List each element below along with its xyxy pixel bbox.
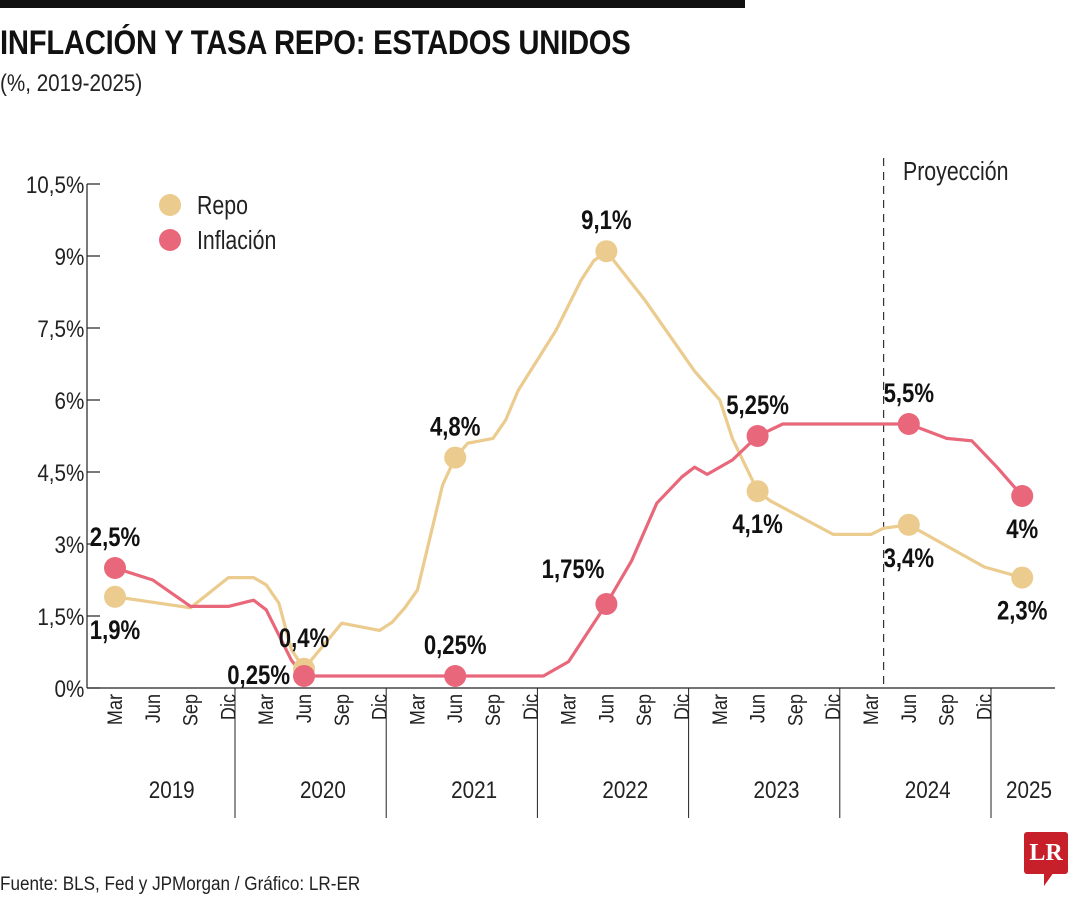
data-label: 4,8% (430, 413, 480, 443)
top-bar (0, 0, 745, 8)
data-marker-repo (746, 480, 769, 503)
series-line-inflacion (114, 422, 1024, 678)
year-label: 2025 (1006, 777, 1052, 804)
month-label: Mar (255, 694, 279, 726)
month-label: Sep (935, 694, 959, 726)
legend-label: Inflación (197, 226, 276, 256)
data-marker-inflacion (104, 557, 126, 579)
data-label: 3,4% (884, 544, 934, 574)
data-marker-inflacion (293, 665, 315, 687)
month-label: Jun (293, 694, 317, 723)
data-marker-inflacion (444, 665, 467, 687)
data-marker-repo (444, 446, 467, 469)
data-label: 1,9% (90, 616, 140, 646)
data-marker-repo (1011, 566, 1034, 589)
month-label: Jun (746, 694, 770, 723)
data-label: 4% (1006, 515, 1038, 545)
data-label: 9,1% (581, 206, 631, 236)
data-marker-repo (897, 513, 920, 536)
month-label: Sep (331, 694, 355, 726)
month-label: Dic (973, 694, 997, 720)
data-label: 2,5% (90, 523, 140, 553)
data-marker-inflacion (1011, 485, 1034, 507)
data-label: 4,1% (732, 510, 782, 540)
y-tick-label: 7,5% (37, 316, 84, 343)
year-label: 2023 (754, 777, 800, 804)
data-label: 5,5% (884, 379, 934, 409)
data-label: 1,75% (542, 555, 605, 585)
series-line-repo (114, 249, 1023, 671)
legend-marker-inflacion (159, 229, 181, 251)
year-label: 2024 (905, 777, 951, 804)
data-label: 0,25% (424, 631, 487, 661)
month-label: Mar (406, 694, 430, 726)
month-label: Dic (671, 694, 695, 720)
year-label: 2022 (602, 777, 648, 804)
data-label: 5,25% (726, 391, 789, 421)
month-label: Jun (142, 694, 166, 723)
y-tick-label: 9% (55, 244, 85, 271)
month-label: Dic (217, 694, 241, 720)
month-label: Mar (709, 694, 733, 726)
month-label: Sep (633, 694, 657, 726)
month-label: Dic (822, 694, 846, 720)
month-label: Sep (784, 694, 808, 726)
y-tick-label: 10,5% (26, 172, 85, 199)
y-tick-label: 6% (55, 388, 85, 415)
data-label: 2,3% (997, 597, 1047, 627)
month-label: Sep (179, 694, 203, 726)
y-tick-label: 4,5% (37, 460, 84, 487)
projection-label: Proyección (903, 157, 1008, 187)
year-label: 2021 (451, 777, 497, 804)
chart-title: INFLACIÓN Y TASA REPO: ESTADOS UNIDOS (0, 24, 631, 62)
month-label: Sep (482, 694, 506, 726)
month-label: Mar (860, 694, 884, 726)
month-label: Jun (444, 694, 468, 723)
data-marker-inflacion (746, 425, 769, 447)
year-label: 2020 (300, 777, 346, 804)
data-marker-inflacion (595, 593, 618, 615)
data-label: 0,25% (227, 661, 290, 691)
source-note: Fuente: BLS, Fed y JPMorgan / Gráfico: L… (0, 874, 361, 895)
month-label: Jun (595, 694, 619, 723)
legend-marker-repo (159, 194, 181, 216)
legend-label: Repo (197, 191, 248, 221)
y-tick-label: 1,5% (37, 604, 84, 631)
y-tick-label: 3% (55, 532, 85, 559)
data-marker-repo (595, 240, 618, 263)
month-label: Mar (557, 694, 581, 726)
data-label: 0,4% (279, 624, 329, 654)
year-label: 2019 (149, 777, 195, 804)
month-label: Jun (898, 694, 922, 723)
month-label: Mar (104, 694, 128, 726)
chart-subtitle: (%, 2019-2025) (0, 70, 143, 97)
y-tick-label: 0% (55, 676, 85, 703)
data-marker-repo (104, 585, 126, 608)
month-label: Dic (520, 694, 544, 720)
lr-logo: LR (1024, 832, 1068, 886)
data-marker-inflacion (897, 413, 920, 435)
month-label: Dic (368, 694, 392, 720)
